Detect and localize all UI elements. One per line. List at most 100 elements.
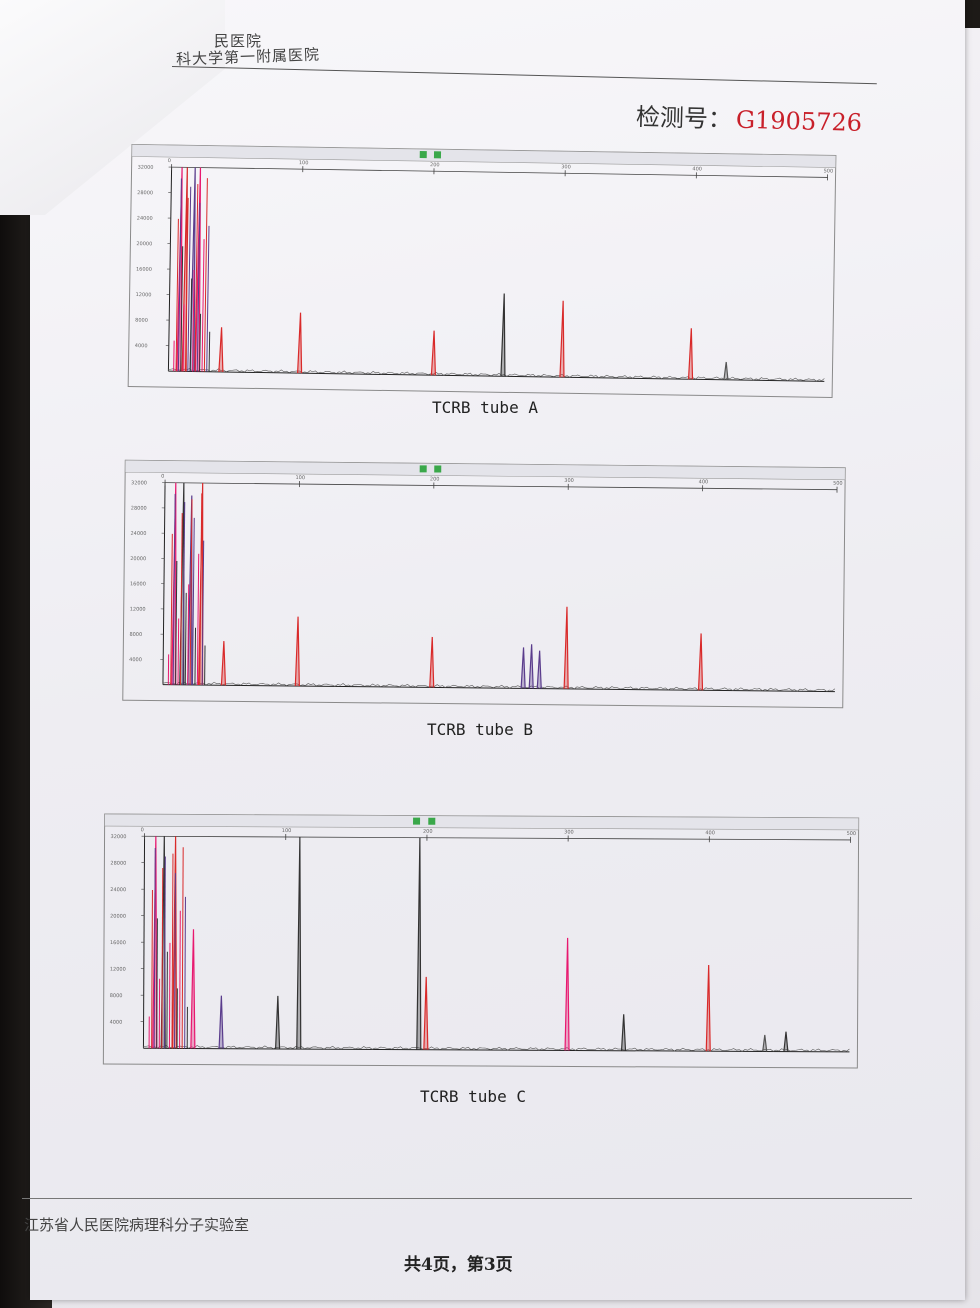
caption-tube-c: TCRB tube C [420,1087,526,1106]
peak-mark [296,312,303,374]
peak-mark [208,331,211,372]
y-tick-label: 20000 [130,556,146,562]
peak-mark [199,313,202,372]
peak-mark [177,618,180,685]
chart-svg-b: 0 100 200 300 400 500 4000 8000 12000 16000 20000 2… [122,459,846,709]
plot-toolbar [124,459,846,481]
chart-svg-c: 0 100 200 300 400 500 4000 8000 12000 16000 20000 2… [102,813,860,1069]
y-tick-label: 24000 [110,887,126,893]
caption-tube-a: TCRB tube A [432,398,538,417]
primer-region [167,493,206,686]
peak-mark [199,493,203,686]
peak-mark [170,533,173,685]
y-tick-label: 16000 [110,940,126,946]
peak-mark [687,328,694,380]
x-tick-label: 0 [161,474,164,480]
detection-label: 检测号： [635,103,733,134]
y-tick-label: 32000 [111,834,127,840]
footer-divider [22,1198,912,1199]
peak-mark [180,246,184,372]
peak-mark [201,239,205,372]
peak-mark [783,1031,789,1052]
y-tick-label: 12000 [130,607,146,613]
status-icon [433,151,442,159]
y-tick-label: 32000 [131,480,147,486]
peak-mark [563,606,569,689]
peak-mark [184,896,186,1049]
baseline-trace [168,368,825,382]
peak-mark [177,178,182,372]
peak-mark [201,540,205,686]
peak-mark [182,304,185,372]
peak-mark [430,330,436,376]
electropherogram-tube-c: 0 100 200 300 400 500 4000 8000 12000 16000 20000 2… [99,812,862,1072]
peak-mark [423,976,429,1050]
electropherogram-tube-a: 0 100 200 300 400 500 4000 8000 12000 16000 20000 2… [124,142,840,401]
peak-mark [296,837,302,1050]
peak-mark [218,327,224,372]
plot-frame [122,459,846,709]
page-indicator: 共4页，第3页 [404,1255,513,1275]
x-tick-label: 400 [705,830,715,836]
peak-mark [153,847,156,1049]
peak-mark [182,502,186,685]
baseline-trace [143,1045,850,1053]
top-scale-line [144,835,851,841]
peak-mark [220,641,227,686]
peak-mark [175,218,179,372]
primer-region [148,847,188,1049]
peak-mark [171,853,174,1049]
peak-mark [294,616,300,687]
x-tick-label: 100 [299,160,309,166]
y-tick-label: 4000 [129,657,142,663]
lab-name: 江苏省人民医院病理科分子实验室 [24,1216,250,1234]
peak-mark [163,856,166,1049]
x-tick-label: 400 [699,479,709,485]
top-scale-line [165,482,838,491]
x-axis [143,1047,850,1053]
status-icon [419,151,427,159]
y-tick-label: 24000 [137,216,153,222]
peak-mark [564,937,570,1051]
x-axis [162,684,835,693]
peak-mark [194,627,197,685]
y-tick-label: 16000 [130,581,146,587]
peak-mark [168,942,171,1049]
y-tick-label: 12000 [110,967,126,973]
peak-mark [705,965,711,1052]
peak-mark [196,553,200,686]
peak-mark [500,293,506,377]
y-tick-label: 24000 [130,531,146,537]
peak-mark [194,184,199,372]
x-tick-label: 400 [692,166,702,172]
x-tick-label: 200 [430,476,440,482]
x-axis [168,370,825,382]
x-tick-label: 100 [282,828,292,834]
peak-mark [192,517,195,685]
x-tick-label: 300 [564,478,574,484]
peak-mark [196,202,201,372]
status-icon [434,465,442,473]
peak-mark [723,361,729,380]
plot-frame [102,813,860,1069]
x-tick-label: 0 [168,158,171,164]
baseline-trace [162,681,836,692]
hospital-name-line1: 民医院 [214,32,263,50]
y-axis [167,167,173,372]
x-tick-label: 200 [423,829,433,835]
x-tick-label: 100 [295,475,305,481]
status-icon [413,817,421,825]
peak-mark [620,1014,627,1051]
peak-mark [536,650,542,689]
y-tick-label: 8000 [135,318,148,324]
y-tick-label: 8000 [129,632,142,638]
y-tick-label: 20000 [136,241,152,247]
plot-toolbar [104,813,859,831]
y-tick-label: 28000 [137,190,153,196]
peak-mark [190,929,196,1049]
peak-mark [156,918,158,1049]
peak-mark [161,868,164,1049]
peak-mark [172,493,176,685]
y-tick-label: 4000 [135,343,148,349]
peak-mark [179,513,183,685]
